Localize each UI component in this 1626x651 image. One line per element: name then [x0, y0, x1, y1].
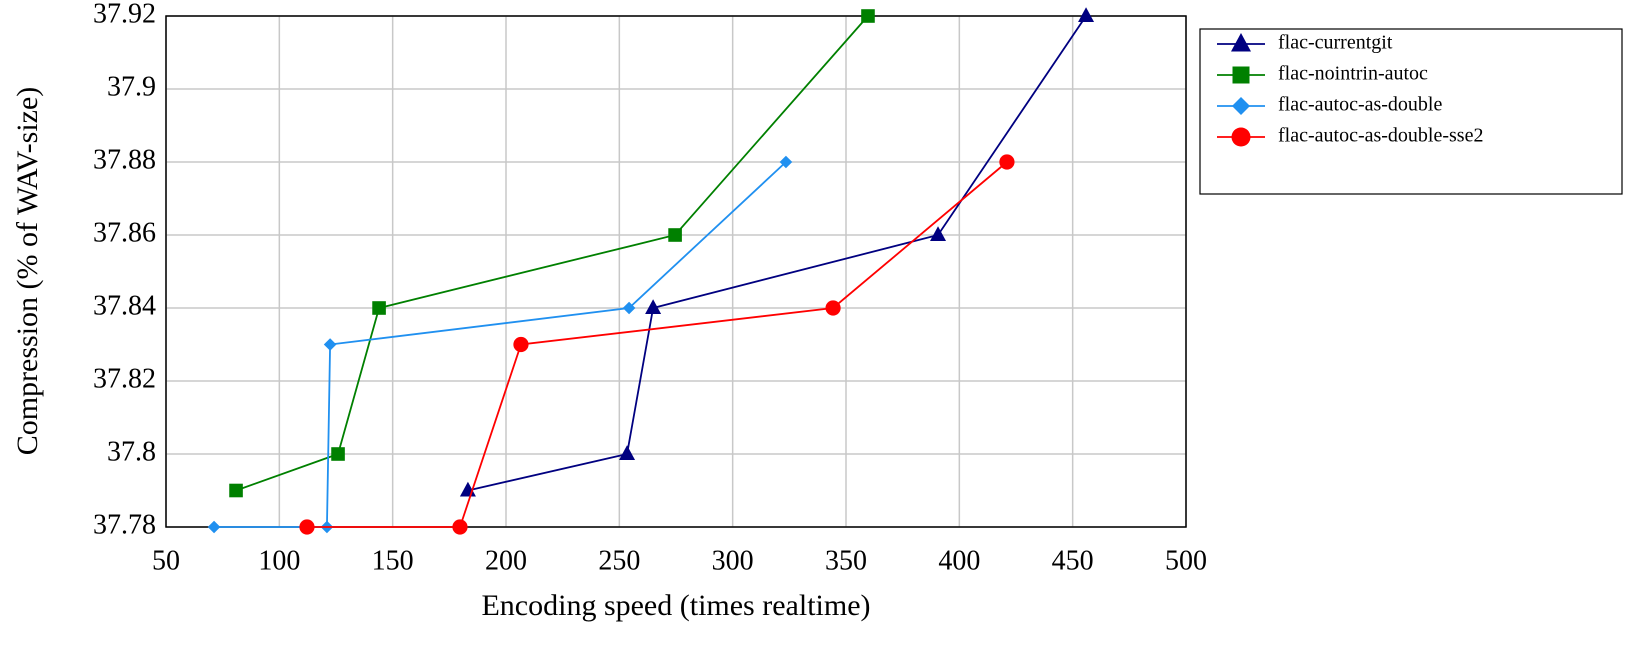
marker [1232, 66, 1250, 84]
x-tick-label: 150 [372, 545, 414, 576]
y-tick-label: 37.92 [93, 0, 156, 29]
marker [1231, 127, 1251, 147]
marker [207, 520, 221, 534]
marker [619, 445, 636, 460]
marker [825, 300, 841, 316]
marker [779, 155, 793, 169]
x-tick-label: 450 [1052, 545, 1094, 576]
marker [1078, 7, 1095, 22]
x-tick-label: 50 [152, 545, 180, 576]
y-tick-label: 37.82 [93, 363, 156, 394]
y-tick-label: 37.88 [93, 144, 156, 175]
y-tick-label: 37.84 [93, 290, 156, 321]
marker [999, 154, 1015, 170]
y-tick-label: 37.8 [107, 436, 156, 467]
marker [622, 301, 636, 315]
marker [372, 301, 386, 315]
marker [299, 519, 315, 535]
x-tick-label: 350 [825, 545, 867, 576]
x-tick-label: 400 [938, 545, 980, 576]
y-tick-label: 37.78 [93, 509, 156, 540]
y-tick-label: 37.86 [93, 217, 156, 248]
x-tick-label: 100 [258, 545, 300, 576]
marker [1232, 97, 1250, 115]
marker [668, 228, 682, 242]
y-tick-label: 37.9 [107, 71, 156, 102]
legend-box [1199, 28, 1623, 195]
x-axis-label: Encoding speed (times realtime) [481, 589, 870, 622]
legend-label: flac-nointrin-autoc [1278, 63, 1428, 85]
marker [323, 338, 337, 351]
marker [645, 299, 662, 314]
series-line [235, 15, 869, 492]
x-tick-label: 250 [598, 545, 640, 576]
legend-label: flac-autoc-as-double [1278, 94, 1442, 116]
x-tick-label: 500 [1165, 545, 1207, 576]
legend-label: flac-currentgit [1278, 32, 1393, 54]
y-axis-label: Compression (% of WAV-size) [11, 87, 44, 456]
marker [229, 483, 243, 498]
series-line [214, 161, 787, 528]
x-tick-label: 200 [485, 545, 527, 576]
marker [930, 226, 947, 241]
marker [513, 336, 529, 353]
marker [331, 447, 345, 461]
series-line [467, 15, 1087, 492]
marker [1231, 33, 1251, 52]
x-tick-label: 300 [712, 545, 754, 576]
plot-frame [165, 15, 1187, 528]
series-line [306, 161, 1008, 528]
legend-label: flac-autoc-as-double-sse2 [1278, 125, 1483, 147]
marker [861, 9, 875, 23]
marker [452, 519, 468, 535]
